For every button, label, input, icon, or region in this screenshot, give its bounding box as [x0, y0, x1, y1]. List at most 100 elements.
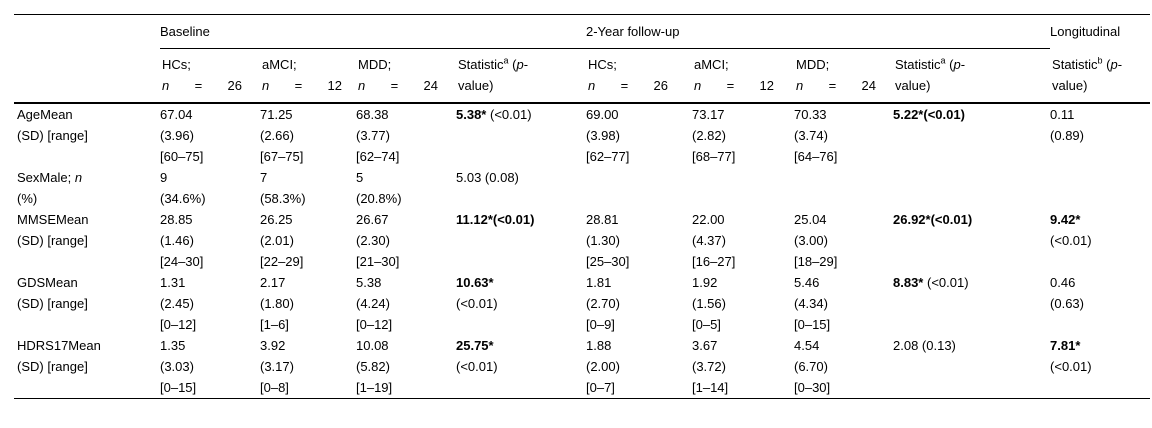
cell-line: 28.81: [586, 212, 619, 227]
cell-line: (34.6%): [160, 191, 206, 206]
cell-line: 11.12*(<0.01): [456, 212, 535, 227]
cell-line: [21–30]: [356, 254, 400, 269]
cell-gds-baseline-mdd: 5.38 (4.24) [0–12]: [356, 272, 456, 335]
cell-line: 26.67: [356, 212, 389, 227]
cell-line: 8.83* (<0.01): [893, 275, 969, 290]
cell-line: (3.17): [260, 359, 294, 374]
cell-mmse-followup-statistic: 26.92*(<0.01): [893, 209, 1050, 272]
cell-line: 5.22*(<0.01): [893, 107, 965, 122]
group-longitudinal: Longitudinal: [1050, 14, 1151, 49]
cell-line: 2.17: [260, 275, 286, 290]
cell-hdrs17-baseline-hcs: 1.35 (3.03) [0–15]: [160, 335, 260, 399]
table-row-age: AgeMean (SD) [range] 67.04 (3.96) [60–75] 71.…: [14, 103, 1150, 167]
cell-line: 71.25: [260, 107, 293, 122]
group-baseline-label: Baseline: [160, 24, 210, 39]
col-header-amci-baseline: aMCI; n = 12: [260, 48, 356, 104]
table-row-mmse: MMSEMean (SD) [range] 28.85 (1.46) [24–30] 26…: [14, 209, 1150, 272]
cell-gds-followup-hcs: 1.81 (2.70) [0–9]: [586, 272, 692, 335]
cell-line: 4.54: [794, 338, 820, 353]
cell-line: [0–12]: [160, 317, 197, 332]
cell-hdrs17-baseline-amci: 3.92 (3.17) [0–8]: [260, 335, 356, 399]
participant-characteristics-table: Baseline 2-Year follow-up Longitudinal H…: [14, 14, 1151, 399]
cell-line: 5.38: [356, 275, 382, 290]
cell-hdrs17-followup-amci: 3.67 (3.72) [1–14]: [692, 335, 794, 399]
row-label-mmse: MMSEMean (SD) [range]: [14, 209, 160, 272]
cell-line: [64–76]: [794, 149, 838, 164]
col-header-statistic-followup: Statistica (p- value): [893, 48, 1051, 104]
cell-line: [16–27]: [692, 254, 736, 269]
cell-line: 10.08: [356, 338, 389, 353]
cell-line: 25.04: [794, 212, 827, 227]
cell-line: [18–29]: [794, 254, 838, 269]
cell-line: 69.00: [586, 107, 619, 122]
cell-line: 9: [160, 170, 168, 185]
cell-line: [0–30]: [794, 380, 831, 395]
cell-gds-followup-amci: 1.92 (1.56) [0–5]: [692, 272, 794, 335]
cell-line: (2.00): [586, 359, 620, 374]
cell-line: (2.70): [586, 296, 620, 311]
col-header-statistic-baseline: Statistica (p- value): [456, 48, 586, 104]
cell-line: [24–30]: [160, 254, 204, 269]
cell-line: (4.37): [692, 233, 726, 248]
cell-gds-longitudinal-statistic: 0.46 (0.63): [1050, 272, 1150, 335]
cell-line: 7: [260, 170, 268, 185]
n-equals-12: n = 12: [694, 78, 774, 93]
cell-line: (<0.01): [1050, 359, 1092, 374]
cell-line: [1–19]: [356, 380, 393, 395]
cell-hdrs17-followup-statistic: 2.08 (0.13): [893, 335, 1050, 399]
cell-line: (<0.01): [456, 296, 498, 311]
cell-line: (2.66): [260, 128, 294, 143]
cell-line: 5.38* (<0.01): [456, 107, 532, 122]
cell-age-baseline-statistic: 5.38* (<0.01): [456, 103, 586, 167]
cell-line: (4.34): [794, 296, 828, 311]
cell-mmse-baseline-hcs: 28.85 (1.46) [24–30]: [160, 209, 260, 272]
cell-mmse-followup-hcs: 28.81 (1.30) [25–30]: [586, 209, 692, 272]
cell-line: [68–77]: [692, 149, 736, 164]
cell-age-baseline-hcs: 67.04 (3.96) [60–75]: [160, 103, 260, 167]
cell-line: (2.45): [160, 296, 194, 311]
cell-line: AgeMean: [17, 107, 73, 122]
cell-sex-male-followup-statistic: [893, 167, 1050, 209]
row-label-header-cell: [14, 48, 160, 104]
cell-line: [0–8]: [260, 380, 289, 395]
cell-gds-followup-mdd: 5.46 (4.34) [0–15]: [794, 272, 893, 335]
cell-line: (SD) [range]: [17, 233, 88, 248]
cell-line: (3.03): [160, 359, 194, 374]
cell-mmse-baseline-amci: 26.25 (2.01) [22–29]: [260, 209, 356, 272]
cell-line: 1.88: [586, 338, 612, 353]
cell-hdrs17-baseline-mdd: 10.08 (5.82) [1–19]: [356, 335, 456, 399]
cell-line: (3.72): [692, 359, 726, 374]
cell-sex-male-baseline-amci: 7 (58.3%): [260, 167, 356, 209]
cell-line: [62–77]: [586, 149, 630, 164]
cell-line: 28.85: [160, 212, 193, 227]
row-label-age: AgeMean (SD) [range]: [14, 103, 160, 167]
cell-line: 26.25: [260, 212, 293, 227]
cell-age-followup-amci: 73.17 (2.82) [68–77]: [692, 103, 794, 167]
cell-line: 3.67: [692, 338, 718, 353]
cell-sex-male-baseline-mdd: 5 (20.8%): [356, 167, 456, 209]
cell-line: (0.89): [1050, 128, 1084, 143]
cell-line: 1.35: [160, 338, 186, 353]
cell-line: SexMale; n: [17, 170, 83, 185]
cell-hdrs17-followup-hcs: 1.88 (2.00) [0–7]: [586, 335, 692, 399]
cell-line: [67–75]: [260, 149, 304, 164]
cell-line: (<0.01): [1050, 233, 1092, 248]
cell-line: (2.01): [260, 233, 294, 248]
group-2year-followup: 2-Year follow-up: [586, 14, 1051, 49]
cell-line: (1.80): [260, 296, 294, 311]
n-equals-12: n = 12: [262, 78, 342, 93]
cell-age-followup-mdd: 70.33 (3.74) [64–76]: [794, 103, 893, 167]
cell-line: GDSMean: [17, 275, 78, 290]
cell-line: [0–15]: [160, 380, 197, 395]
col-header-mdd-followup: MDD; n = 24: [794, 48, 893, 104]
cell-mmse-baseline-statistic: 11.12*(<0.01): [456, 209, 586, 272]
cell-line: (58.3%): [260, 191, 306, 206]
cell-line: 9.42*: [1050, 212, 1081, 227]
row-label-gds: GDSMean (SD) [range]: [14, 272, 160, 335]
cell-line: 25.75*: [456, 338, 494, 353]
cell-line: [1–14]: [692, 380, 729, 395]
cell-line: (1.30): [586, 233, 620, 248]
cell-line: [0–15]: [794, 317, 831, 332]
group-header-row: Baseline 2-Year follow-up Longitudinal: [14, 14, 1151, 49]
